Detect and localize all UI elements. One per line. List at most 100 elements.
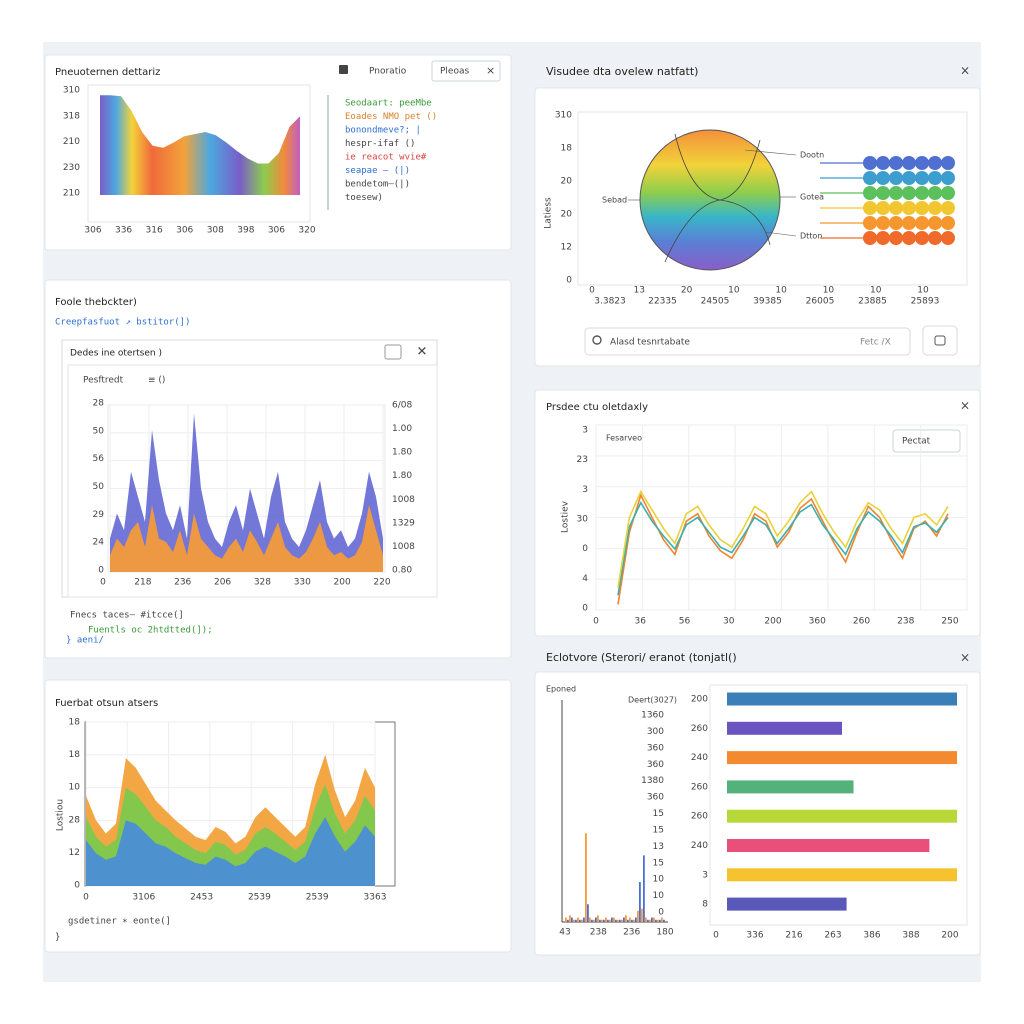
area xyxy=(86,817,375,886)
x-tick-label: 388 xyxy=(902,931,919,941)
x-tick-label: 200 xyxy=(764,617,781,627)
panel xyxy=(44,679,512,953)
callout-label: Dtton xyxy=(800,232,822,241)
y-tick-label: 10 xyxy=(653,891,665,901)
y-tick-label: 360 xyxy=(647,793,664,803)
x-tick-label: 306 xyxy=(84,226,101,236)
x-tick-label: 0 xyxy=(83,893,89,903)
y-tick-label: 0 xyxy=(582,544,588,554)
close-button[interactable]: × xyxy=(960,64,970,78)
x-tick-label: 2453 xyxy=(190,893,213,903)
hist-bar xyxy=(605,917,607,922)
y-tick-label: 23 xyxy=(577,455,588,465)
hist-bar xyxy=(613,917,615,922)
hist-bar xyxy=(591,919,593,922)
y-tick-label: 200 xyxy=(691,695,708,705)
search-bar[interactable] xyxy=(584,327,911,356)
y-tick-label: 210 xyxy=(63,189,80,199)
panel-title: Pneuoternen dettariz xyxy=(55,67,160,78)
close-button[interactable]: × xyxy=(960,651,970,665)
y-tick-label: 15 xyxy=(653,809,664,819)
y-tick-label: 12 xyxy=(69,848,80,858)
y-tick-label: 18 xyxy=(69,718,81,728)
y-tick-label: 360 xyxy=(647,743,664,753)
y-tick-label: 8 xyxy=(702,900,708,910)
code-line: Seodaart: peeMbe xyxy=(345,99,432,109)
search-placeholder: Alasd tesnrtabate xyxy=(610,338,690,348)
x-tick-label: 39385 xyxy=(753,297,782,307)
dot xyxy=(889,201,903,215)
circle-chart xyxy=(639,129,781,271)
code-line: Eoades NMO pet () xyxy=(345,112,437,122)
dot xyxy=(889,171,903,185)
x-tick-label: 238 xyxy=(897,617,914,627)
hist-bar xyxy=(565,917,567,922)
dot xyxy=(941,156,955,170)
input-box[interactable] xyxy=(431,60,501,82)
hist-bar xyxy=(585,833,587,922)
panel-title: Prsdee ctu oletdaxly xyxy=(546,402,648,413)
x-tick-label: 24505 xyxy=(701,297,730,307)
hist-bar xyxy=(647,919,649,922)
hist-bar xyxy=(593,919,595,922)
x-tick-label: 308 xyxy=(207,226,224,236)
y-tick-label: 0 xyxy=(582,604,588,614)
hist-bar xyxy=(575,919,577,922)
hist-bar xyxy=(629,917,631,922)
y-tick-label: 3 xyxy=(582,426,588,436)
icon xyxy=(339,65,348,74)
dot xyxy=(863,216,877,230)
y-tick-label: 10 xyxy=(69,783,81,793)
y-tick-label: 10 xyxy=(653,875,665,885)
y-tick-label: 1380 xyxy=(641,776,664,786)
y-tick-label: 29 xyxy=(93,510,105,520)
dot xyxy=(889,231,903,245)
hist-bar xyxy=(625,915,627,922)
hist-bar xyxy=(603,919,605,922)
hist-bar xyxy=(619,919,621,922)
button-label[interactable]: Pnoratio xyxy=(369,67,407,77)
x-tick-label: 360 xyxy=(809,617,826,627)
area xyxy=(110,413,383,572)
y-tick-label: 3 xyxy=(702,870,708,880)
button[interactable] xyxy=(892,429,961,453)
icon-button[interactable] xyxy=(922,325,958,356)
callout-label: Gotea xyxy=(800,193,824,202)
close-button[interactable]: ✕ xyxy=(417,345,428,360)
y-tick-label: 13 xyxy=(653,842,664,852)
leader-line xyxy=(744,149,797,156)
close-button[interactable]: × xyxy=(960,399,970,413)
code-line: } xyxy=(55,933,60,943)
curve xyxy=(664,133,771,263)
hist-bar xyxy=(661,917,663,922)
plot-frame xyxy=(709,684,968,926)
x-tick-label: 0 xyxy=(713,931,719,941)
callout-label: Dootn xyxy=(800,151,824,160)
dot xyxy=(941,186,955,200)
hist-bar xyxy=(577,917,579,922)
x-tick-label: 10 xyxy=(917,286,929,296)
window-button[interactable] xyxy=(384,344,402,360)
button-label[interactable]: Pectat xyxy=(902,437,931,447)
bar xyxy=(727,751,957,765)
y-tick-label: 50 xyxy=(93,482,105,492)
close-button[interactable]: × xyxy=(486,64,495,77)
y-tick-label: 28 xyxy=(69,815,81,825)
x-tick-label: 26005 xyxy=(806,297,835,307)
callout-label: Sebad xyxy=(602,196,627,205)
x-tick-label: 328 xyxy=(254,578,271,588)
y-tick-label: 0.80 xyxy=(392,566,412,576)
hist-bar xyxy=(651,917,653,922)
dot xyxy=(928,186,942,200)
hist-bar xyxy=(627,919,629,922)
bar xyxy=(727,897,847,911)
x-tick-label: 250 xyxy=(941,617,958,627)
x-tick-label: 398 xyxy=(237,226,254,236)
y-tick-label: 210 xyxy=(63,137,80,147)
y-tick-label: 18 xyxy=(69,750,81,760)
window-title: Dedes ine otertsen ) xyxy=(70,349,162,359)
y-tick-label: 24 xyxy=(93,538,105,548)
panel-title: Foole thebckter) xyxy=(55,297,137,308)
dot xyxy=(863,186,877,200)
x-tick-label: 180 xyxy=(656,928,673,938)
